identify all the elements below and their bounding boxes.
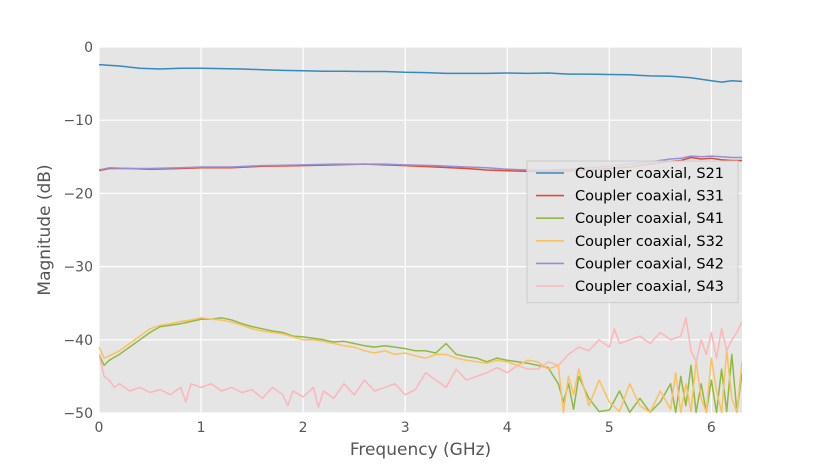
y-tick-label: 0 xyxy=(84,40,93,56)
series-line-1 xyxy=(99,63,742,83)
legend-label: Coupler coaxial, S43 xyxy=(575,279,724,295)
legend-label: Coupler coaxial, S41 xyxy=(575,211,724,227)
x-tick-label: 6 xyxy=(707,420,716,436)
y-tick-label: −20 xyxy=(63,186,93,202)
legend-label: Coupler coaxial, S21 xyxy=(575,166,724,182)
x-tick-label: 4 xyxy=(503,420,512,436)
y-tick-label: −10 xyxy=(63,113,93,129)
y-tick-label: −50 xyxy=(63,406,93,422)
x-tick-label: 5 xyxy=(605,420,614,436)
x-tick-label: 1 xyxy=(197,420,206,436)
legend-box xyxy=(526,160,739,304)
series-line-5 xyxy=(99,155,742,171)
y-axis-label: Magnitude (dB) xyxy=(35,164,55,295)
legend-label: Coupler coaxial, S42 xyxy=(575,256,724,272)
series-line-2 xyxy=(99,156,742,173)
y-tick-label: −30 xyxy=(63,260,93,276)
x-tick-label: 2 xyxy=(299,420,308,436)
y-axis-ticks: 0 −10 −20 −30 −40 −50 xyxy=(63,40,93,422)
x-axis-label: Frequency (GHz) xyxy=(350,440,491,460)
x-axis-ticks: 0 1 2 3 4 5 6 xyxy=(95,420,716,436)
legend-label: Coupler coaxial, S32 xyxy=(575,234,724,250)
x-tick-label: 0 xyxy=(95,420,104,436)
legend: Coupler coaxial, S21 Coupler coaxial, S31… xyxy=(526,160,739,304)
series-line-6 xyxy=(99,317,742,408)
y-tick-label: −40 xyxy=(63,333,93,349)
legend-label: Coupler coaxial, S31 xyxy=(575,189,724,205)
series-line-4 xyxy=(99,317,742,413)
series-lines xyxy=(99,63,742,413)
x-tick-label: 3 xyxy=(401,420,410,436)
